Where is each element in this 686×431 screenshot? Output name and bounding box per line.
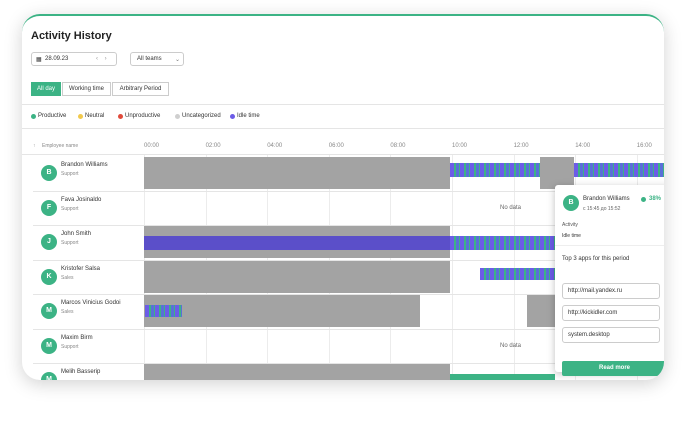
- calendar-icon: ▦: [36, 57, 42, 63]
- divider: [22, 154, 664, 155]
- activity-block: [145, 305, 182, 317]
- team: Support: [61, 171, 79, 177]
- avatar: K: [41, 268, 57, 285]
- activity-block: [144, 157, 450, 189]
- row-border: [33, 328, 664, 330]
- employee-name[interactable]: Maxim Birm: [61, 334, 93, 341]
- legend-dot: [78, 114, 83, 119]
- avatar: M: [41, 372, 57, 380]
- app-field: http://kickidler.com: [562, 305, 660, 321]
- popup: B Brandon Williams 38% c 15:45 до 15:52 …: [555, 185, 664, 376]
- tab[interactable]: Arbitrary Period: [112, 82, 169, 96]
- activity-block: [450, 236, 555, 250]
- date: 28.09.23: [45, 56, 69, 62]
- timeline: 00:00 02:00 04:00 06:00 08:00 10:00 12:00 14:00…: [22, 16, 664, 380]
- divider: [555, 245, 664, 246]
- time-label: 04:00: [267, 143, 283, 149]
- team: Support: [61, 205, 79, 212]
- divider: [22, 104, 664, 105]
- popup-name: Brandon Williams: [583, 196, 630, 202]
- legend-label: Uncategorized: [182, 113, 221, 119]
- time-label: 06:00: [328, 143, 344, 149]
- read-more-button[interactable]: Read more: [562, 361, 664, 376]
- activity-block: [450, 374, 555, 380]
- tab[interactable]: All day: [31, 82, 61, 96]
- avatar: M: [41, 303, 57, 319]
- app-name: http://mail.yandex.ru: [568, 288, 623, 294]
- no-data: No data: [500, 342, 522, 349]
- avatar: J: [41, 234, 57, 250]
- activity-block: [540, 157, 574, 189]
- team: Support: [61, 240, 79, 246]
- period: c 15:45 до 15:52: [583, 206, 621, 212]
- employee-name[interactable]: John Smith: [61, 231, 92, 237]
- activity-block: [450, 163, 540, 177]
- app-field: system.desktop: [562, 327, 660, 343]
- legend-label: Unproductive: [125, 113, 161, 119]
- legend-label: Idle time: [237, 113, 260, 119]
- grid-line: [452, 154, 453, 380]
- legend-label: Neutral: [85, 113, 105, 119]
- avatar: B: [563, 195, 579, 211]
- date-picker[interactable]: ▦ 28.09.23 ‹ ›: [31, 52, 117, 66]
- time-label: 08:00: [390, 143, 406, 149]
- row-border: [33, 190, 664, 192]
- employee-name[interactable]: Melih Basserip: [61, 369, 101, 375]
- card: Activity History ▦ 28.09.23 ‹ › All team…: [22, 14, 664, 380]
- employee-name[interactable]: Marcos Vinicius Godoi: [61, 300, 121, 306]
- avatar: B: [41, 165, 57, 181]
- row-border: [33, 363, 664, 364]
- avatar: F: [41, 199, 57, 216]
- title: Activity History: [31, 30, 112, 42]
- apps-title: Top 3 apps for this period: [562, 256, 630, 262]
- row-border: [33, 225, 664, 226]
- team: Sales: [61, 309, 74, 315]
- app-name: http://kickidler.com: [568, 310, 618, 316]
- team: Support: [61, 343, 79, 350]
- employee-name[interactable]: Kristofer Salsa: [61, 265, 101, 272]
- activity-label: Activity: [562, 222, 578, 228]
- column-header: Employee name: [42, 143, 79, 149]
- time-label: 14:00: [575, 143, 591, 149]
- tab[interactable]: Working time: [62, 82, 111, 96]
- team-select[interactable]: All teams ⌄: [130, 52, 184, 66]
- time-label: 00:00: [144, 143, 160, 149]
- activity-block: [574, 163, 664, 177]
- activity-block: [144, 260, 450, 293]
- activity-block: [144, 236, 450, 250]
- time-label: 12:00: [513, 143, 529, 149]
- activity-block: [144, 295, 420, 327]
- grid-line: [513, 154, 515, 380]
- app-name: system.desktop: [568, 332, 610, 338]
- row-border: [33, 259, 664, 261]
- divider: [22, 128, 664, 129]
- employee-name[interactable]: Brandon Williams: [61, 162, 108, 168]
- time-label: 16:00: [636, 143, 652, 149]
- sort-icon[interactable]: ↑: [33, 143, 36, 149]
- employee-name[interactable]: Fava Josinaldo: [61, 196, 102, 203]
- legend-dot: [175, 114, 180, 119]
- legend-label: Productive: [38, 113, 67, 119]
- team: All teams: [137, 56, 162, 62]
- activity-block: [480, 267, 555, 280]
- legend-dot: [31, 114, 36, 119]
- time-label: 02:00: [205, 143, 221, 149]
- no-data: No data: [500, 204, 522, 211]
- legend-dot: [118, 114, 123, 119]
- avatar: M: [41, 337, 57, 354]
- team: Sales: [61, 274, 74, 281]
- row-border: [33, 294, 664, 295]
- chevron: ⌄: [175, 57, 181, 63]
- app-field: http://mail.yandex.ru: [562, 283, 660, 299]
- status-dot: [641, 197, 646, 202]
- percent: 38%: [649, 196, 662, 202]
- activity-block: [144, 364, 450, 380]
- activity: Idle time: [562, 233, 581, 239]
- activity-block: [527, 295, 555, 327]
- arrows[interactable]: ‹ ›: [96, 56, 107, 62]
- time-label: 10:00: [452, 143, 468, 149]
- legend-dot: [230, 114, 235, 119]
